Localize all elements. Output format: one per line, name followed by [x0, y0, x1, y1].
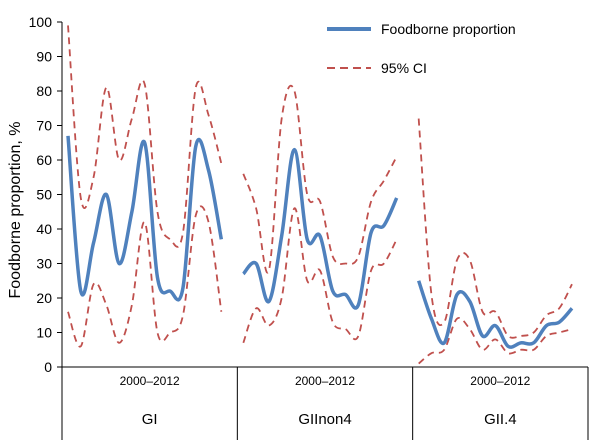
ci-upper-line: [67, 25, 223, 248]
y-tick-label: 10: [36, 325, 52, 341]
x-axis: 2000–2012 GI 2000–2012 GIInon4 2000–2012 GII.…: [61, 366, 589, 440]
x-period-label: 2000–2012: [120, 374, 180, 388]
y-axis: 0 10 20 30 40 50 60 70 80 90 100: [29, 14, 63, 375]
foodborne-line: [242, 147, 399, 310]
series-layer: [66, 25, 574, 365]
y-tick-label: 80: [36, 83, 52, 99]
ci-lower-line: [418, 317, 573, 365]
x-group-label: GIInon4: [298, 411, 351, 428]
ci-upper-line: [242, 84, 398, 274]
x-group-label: GI: [142, 411, 158, 428]
x-group-label: GII.4: [484, 411, 517, 428]
y-axis-label: Foodborne proportion, %: [7, 122, 24, 299]
ci-lower-line: [67, 205, 223, 348]
y-tick-label: 70: [36, 118, 52, 134]
x-period-label: 2000–2012: [470, 374, 530, 388]
y-tick-label: 30: [36, 256, 52, 272]
y-tick-label: 20: [36, 290, 52, 306]
legend: Foodborne proportion 95% CI: [327, 21, 516, 76]
y-tick-label: 0: [44, 359, 52, 375]
y-tick-label: 90: [36, 49, 52, 65]
ci-upper-line: [417, 118, 573, 339]
foodborne-line: [66, 135, 224, 302]
y-tick-label: 100: [29, 14, 53, 30]
y-tick-label: 60: [36, 152, 52, 168]
ci-lower-line: [242, 207, 398, 344]
legend-label-ci: 95% CI: [381, 60, 427, 76]
legend-label-foodborne: Foodborne proportion: [381, 21, 516, 37]
x-period-label: 2000–2012: [295, 374, 355, 388]
y-tick-label: 50: [36, 187, 52, 203]
y-tick-label: 40: [36, 221, 52, 237]
foodborne-line: [417, 280, 574, 349]
